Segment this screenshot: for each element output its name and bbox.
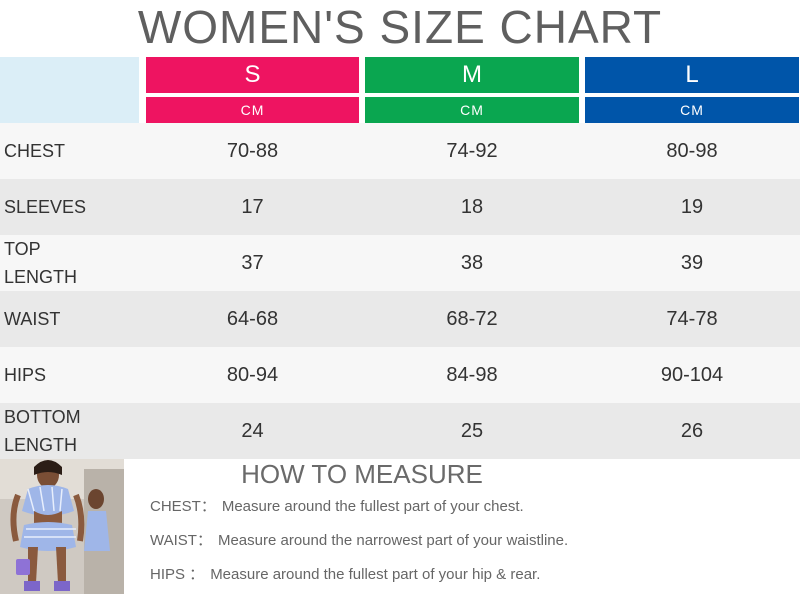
cell-s: 37 <box>241 251 264 274</box>
cell-l: 26 <box>680 419 704 442</box>
cell-s: 80-94 <box>226 363 279 386</box>
row-label: TOP LENGTH <box>4 239 78 287</box>
cell-m: 84-98 <box>446 363 498 386</box>
measure-label: HIPS ： <box>150 566 205 583</box>
table-row-sleeves: SLEEVES 17 18 19 <box>0 179 800 235</box>
measure-text: Measure around the fullest part of your … <box>210 566 541 583</box>
cell-l: 90-104 <box>660 363 724 386</box>
measure-label: CHEST： <box>150 498 216 515</box>
header-corner <box>0 57 139 123</box>
size-header-l: L <box>585 57 799 93</box>
cell-m: 74-92 <box>446 139 498 162</box>
size-header-s: S <box>146 57 359 93</box>
size-header-m: M <box>365 57 579 93</box>
model-photo <box>0 459 124 594</box>
table-row-waist: WAIST 64-68 68-72 74-78 <box>0 291 800 347</box>
page-title: WOMEN'S SIZE CHART <box>137 1 663 53</box>
table-row-hips: HIPS 80-94 84-98 90-104 <box>0 347 800 403</box>
cell-l: 19 <box>680 195 704 218</box>
measure-item-hips: HIPS ： Measure around the fullest part of… <box>150 563 790 587</box>
table-row-chest: CHEST 70-88 74-92 80-98 <box>0 123 800 179</box>
model-photo-illustration <box>0 459 124 594</box>
cell-m: 68-72 <box>446 307 498 330</box>
cell-m: 18 <box>460 195 484 218</box>
cell-l: 39 <box>680 251 704 274</box>
cell-s: 17 <box>241 195 264 218</box>
unit-header-l: CM <box>585 97 799 123</box>
row-label: SLEEVES <box>4 197 87 217</box>
cell-s: 70-88 <box>226 139 279 162</box>
measure-item-chest: CHEST： Measure around the fullest part of… <box>150 495 790 519</box>
table-row-bottom-length: BOTTOM LENGTH 24 25 26 <box>0 403 800 459</box>
measure-label: WAIST： <box>150 532 212 549</box>
cell-s: 64-68 <box>226 307 279 330</box>
cell-l: 74-78 <box>666 307 718 330</box>
cell-s: 24 <box>241 419 264 442</box>
cell-m: 38 <box>460 251 484 274</box>
unit-header-m: CM <box>365 97 579 123</box>
table-row-top-length: TOP LENGTH 37 38 39 <box>0 235 800 291</box>
row-label: WAIST <box>4 309 61 329</box>
cell-m: 25 <box>460 419 484 442</box>
measure-text: Measure around the fullest part of your … <box>221 498 524 515</box>
measure-text: Measure around the narrowest part of you… <box>217 532 569 549</box>
row-label: CHEST <box>4 141 66 161</box>
measure-item-waist: WAIST： Measure around the narrowest part … <box>150 529 790 553</box>
row-label: BOTTOM LENGTH <box>4 407 81 455</box>
unit-header-s: CM <box>146 97 359 123</box>
how-to-measure-title: HOW TO MEASURE <box>241 459 483 489</box>
row-label: HIPS <box>4 365 47 385</box>
cell-l: 80-98 <box>666 139 718 162</box>
